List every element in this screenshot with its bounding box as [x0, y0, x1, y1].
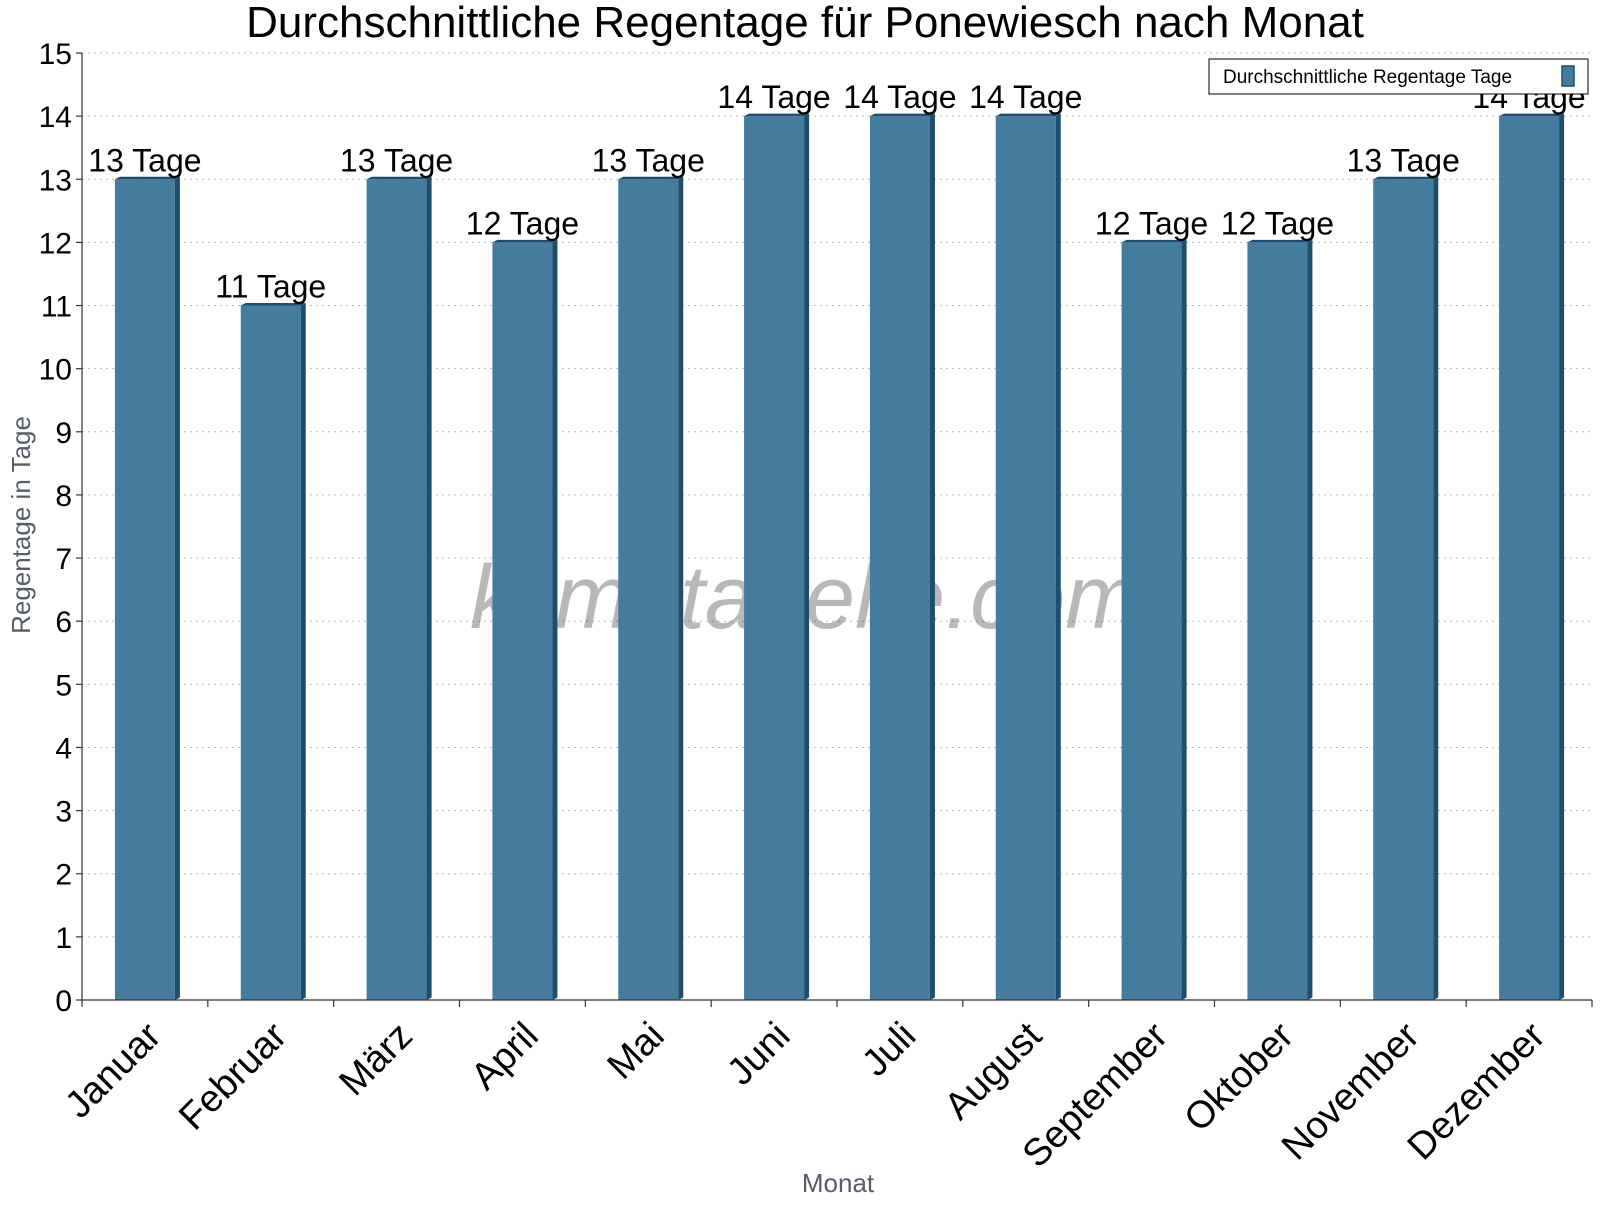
- bar: [492, 239, 558, 1000]
- x-tick-label: Februar: [171, 1014, 295, 1138]
- legend-swatch: [1561, 65, 1575, 87]
- bar-top: [1247, 239, 1313, 243]
- y-tick-label: 8: [55, 480, 72, 513]
- x-axis-title: Monat: [802, 1168, 875, 1198]
- bar: [114, 176, 180, 1000]
- legend-box: [1208, 58, 1589, 95]
- bar-face: [869, 116, 930, 1001]
- bar-face: [995, 116, 1056, 1001]
- bar-face: [1247, 242, 1308, 1000]
- bar-face: [1373, 179, 1434, 1000]
- data-label: 12 Tage: [1095, 205, 1208, 241]
- y-tick-label: 15: [39, 38, 72, 71]
- y-tick-label: 10: [39, 354, 72, 387]
- x-tick-label: März: [332, 1015, 421, 1104]
- bar-face: [744, 116, 805, 1001]
- legend-label: Durchschnittliche Regentage Tage: [1223, 67, 1512, 88]
- bar: [1373, 176, 1439, 1000]
- x-tick-label: Oktober: [1177, 1014, 1303, 1140]
- data-label: 14 Tage: [843, 79, 956, 115]
- bar-side: [426, 176, 432, 1000]
- data-label: 13 Tage: [592, 142, 705, 178]
- bar-top: [995, 113, 1061, 117]
- y-tick-label: 7: [55, 543, 72, 576]
- bar-top: [240, 303, 306, 306]
- bar-side: [929, 113, 935, 1001]
- bar-top: [114, 176, 180, 180]
- bar-side: [1181, 239, 1187, 1000]
- bars: [114, 113, 1565, 1001]
- x-tick-label: November: [1274, 1014, 1428, 1168]
- x-tick-label: Mai: [600, 1015, 673, 1088]
- y-tick-label: 14: [39, 101, 72, 134]
- x-tick-label: Juli: [854, 1015, 924, 1085]
- bar: [1247, 239, 1313, 1000]
- data-label: 14 Tage: [717, 79, 830, 115]
- y-tick-label: 11: [41, 291, 72, 324]
- bar-face: [1499, 116, 1560, 1001]
- bar-side: [552, 239, 558, 1000]
- bar: [1499, 113, 1565, 1001]
- y-axis-title: Regentage in Tage: [6, 416, 36, 634]
- data-label: 13 Tage: [1347, 142, 1460, 178]
- y-tick-label: 9: [55, 417, 72, 450]
- bar-side: [804, 113, 810, 1001]
- bar-face: [114, 179, 175, 1000]
- gridlines: [82, 52, 1592, 938]
- bar-face: [1121, 242, 1182, 1000]
- bar-side: [1559, 113, 1565, 1001]
- y-tick-label: 4: [55, 732, 72, 765]
- bar-face: [366, 179, 427, 1000]
- bar-side: [678, 176, 684, 1000]
- y-tick-label: 5: [55, 669, 72, 702]
- bar-face: [618, 179, 679, 1000]
- y-tick-label: 3: [55, 796, 72, 829]
- y-tick-label: 0: [55, 985, 72, 1018]
- y-tick-label: 12: [39, 227, 72, 260]
- data-label: 13 Tage: [340, 142, 453, 178]
- y-tick-label: 6: [55, 606, 72, 639]
- bar-face: [240, 305, 301, 1000]
- bar-side: [1307, 239, 1313, 1000]
- y-tick-label: 2: [55, 859, 72, 892]
- bar-side: [1433, 176, 1439, 1000]
- data-label: 14 Tage: [969, 79, 1082, 115]
- bar: [869, 113, 935, 1001]
- x-tick-label: Dezember: [1400, 1014, 1554, 1168]
- bar-top: [1121, 239, 1187, 243]
- bar-top: [618, 176, 684, 180]
- data-label: 13 Tage: [88, 142, 201, 178]
- bar: [995, 113, 1061, 1001]
- data-labels: 13 Tage 11 Tage 13 Tage 12 Tage 13 Tage 14 Ta…: [88, 79, 1585, 304]
- bar-side: [300, 303, 306, 1000]
- bar-side: [174, 176, 180, 1000]
- data-label: 12 Tage: [466, 205, 579, 241]
- y-tick-label: 1: [55, 922, 72, 955]
- bar: [618, 176, 684, 1000]
- bar-top: [1499, 113, 1565, 117]
- bar-top: [869, 113, 935, 117]
- chart-title: Durchschnittliche Regentage für Ponewies…: [246, 0, 1364, 47]
- bar-side: [1055, 113, 1061, 1001]
- bar: [366, 176, 432, 1000]
- bar: [744, 113, 810, 1001]
- y-tick-label: 13: [39, 164, 72, 197]
- data-label: 12 Tage: [1221, 205, 1334, 241]
- bar-top: [366, 176, 432, 180]
- bar-top: [492, 239, 558, 243]
- x-tick-label: April: [463, 1015, 546, 1098]
- data-label: 11 Tage: [215, 269, 326, 305]
- bar: [1121, 239, 1187, 1000]
- x-tick-label: Januar: [57, 1014, 169, 1126]
- bar-top: [744, 113, 810, 117]
- x-tick-label: Juni: [719, 1015, 798, 1094]
- x-tick-label: August: [937, 1014, 1051, 1128]
- bar-top: [1373, 176, 1439, 180]
- legend: Durchschnittliche Regentage Tage: [1208, 58, 1589, 95]
- bar-face: [492, 242, 553, 1000]
- bar: [240, 303, 306, 1000]
